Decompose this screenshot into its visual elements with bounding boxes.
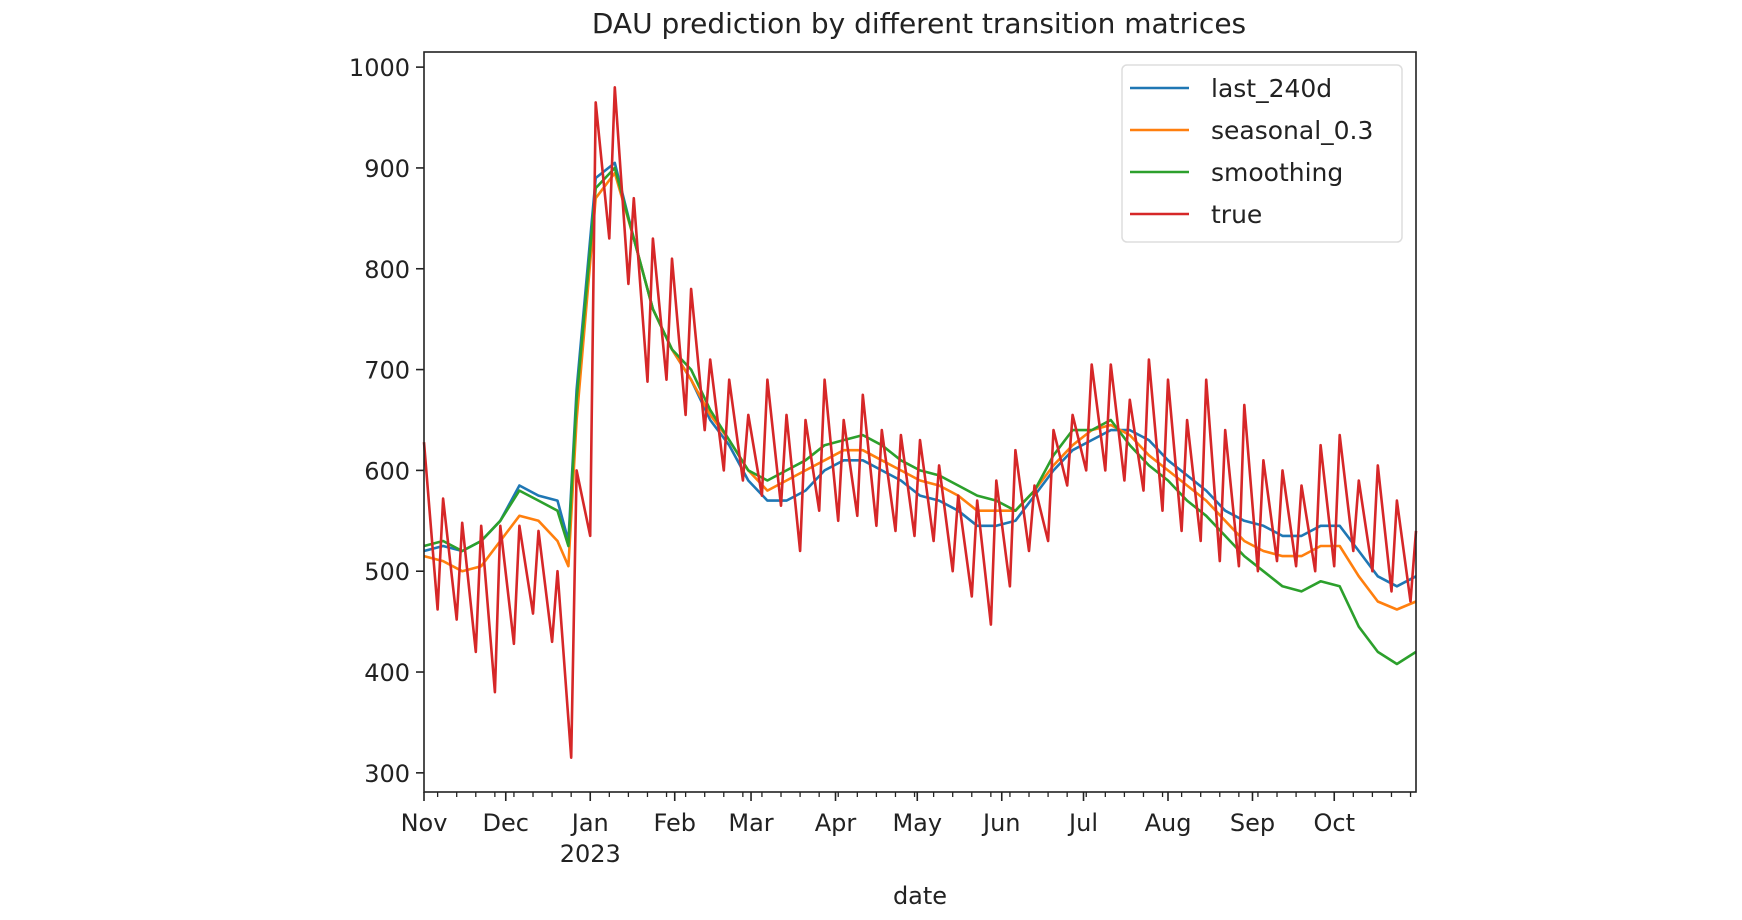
series-line-true [422, 86, 1418, 760]
x-tick-label: Sep [1230, 809, 1275, 837]
y-tick-label: 600 [364, 457, 410, 485]
x-axis: Nov Dec Jan 2023 Feb Mar Apr May Jun Jul Aug Sep Oct [401, 792, 1412, 868]
y-tick-label: 700 [364, 357, 410, 385]
legend-label: smoothing [1211, 158, 1343, 187]
legend-label: true [1211, 200, 1262, 229]
chart-title: DAU prediction by different transition m… [592, 7, 1246, 40]
x-tick-label: Nov [401, 809, 448, 837]
legend: last_240d seasonal_0.3 smoothing true [1121, 64, 1403, 243]
x-tick-label: Aug [1145, 809, 1192, 837]
x-tick-label: Jul [1067, 809, 1098, 837]
legend-label: seasonal_0.3 [1211, 116, 1373, 145]
series-layer [422, 86, 1418, 760]
x-tick-label: Dec [483, 809, 529, 837]
y-tick-label: 400 [364, 659, 410, 687]
x-tick-label: Feb [653, 809, 696, 837]
y-tick-label: 800 [364, 256, 410, 284]
y-tick-label: 900 [364, 155, 410, 183]
plot-frame [423, 51, 1417, 793]
x-tick-label: Oct [1313, 809, 1355, 837]
x-tick-label: Jan [570, 809, 609, 837]
legend-box [1121, 64, 1403, 243]
x-axis-label: date [893, 882, 947, 910]
x-tick-label: Jun [981, 809, 1021, 837]
legend-label: last_240d [1211, 74, 1332, 103]
x-tick-label: Apr [815, 809, 857, 837]
x-tick-label: May [892, 809, 942, 837]
y-tick-label: 300 [364, 760, 410, 788]
x-tick-label: Mar [728, 809, 773, 837]
y-axis: 300 400 500 600 700 800 900 1000 [349, 54, 424, 788]
y-tick-label: 1000 [349, 54, 410, 82]
series-line-smoothing [423, 166, 1417, 666]
y-tick-label: 500 [364, 558, 410, 586]
x-tick-year-label: 2023 [560, 840, 621, 868]
